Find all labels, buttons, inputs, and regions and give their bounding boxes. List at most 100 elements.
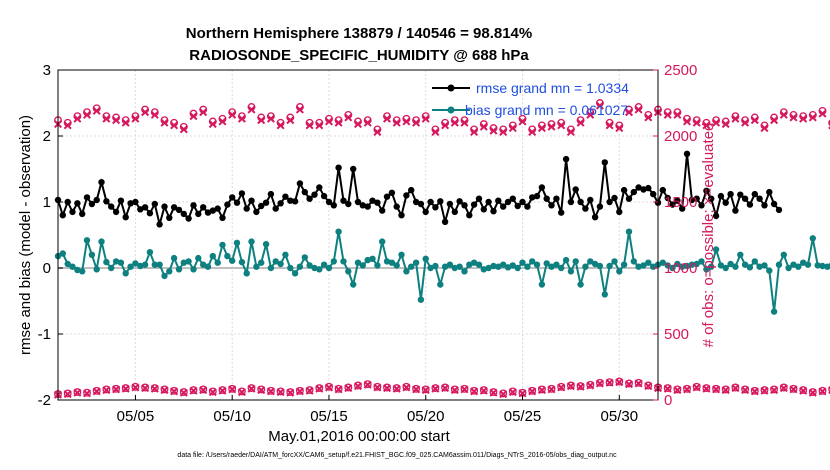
rmse-point — [74, 200, 81, 207]
obs-evaluated-marker — [189, 386, 198, 395]
bias-point — [495, 263, 502, 270]
obs-evaluated-marker — [595, 101, 604, 110]
obs-evaluated-marker — [305, 121, 314, 130]
obs-evaluated-marker — [315, 121, 324, 130]
rmse-point — [122, 214, 129, 221]
bias-point — [693, 260, 700, 268]
obs-possible-marker — [595, 378, 604, 387]
bias-point — [88, 251, 96, 258]
rmse-point — [345, 200, 352, 208]
bias-point — [635, 263, 642, 270]
obs-evaluated-marker — [692, 383, 701, 392]
obs-evaluated-marker — [624, 108, 634, 117]
rmse-point — [741, 195, 749, 202]
obs-evaluated-marker — [199, 386, 208, 395]
bias-point — [809, 235, 816, 242]
obs-evaluated-marker — [479, 122, 488, 131]
rmse-point — [108, 203, 115, 210]
obs-possible-marker — [150, 384, 159, 393]
rmse-point — [533, 192, 541, 200]
obs-possible-marker — [266, 386, 275, 395]
rmse-point — [180, 210, 187, 218]
rmse-point — [703, 187, 710, 194]
bias-point — [645, 259, 652, 266]
rmse-point — [291, 198, 299, 205]
bias-point — [398, 251, 405, 258]
bias-point — [379, 238, 386, 245]
obs-evaluated-marker — [615, 378, 624, 387]
y-right-tick-label: 1500 — [664, 194, 697, 211]
bias-point — [504, 264, 512, 271]
rmse-point — [553, 195, 560, 202]
bias-point — [146, 249, 154, 256]
obs-evaluated-marker — [102, 386, 111, 395]
obs-evaluated-marker — [673, 110, 682, 119]
obs-evaluated-marker — [237, 388, 246, 397]
bias-point — [746, 264, 754, 271]
rmse-point — [761, 202, 768, 209]
bias-point — [456, 263, 463, 270]
bias-point — [369, 255, 376, 262]
bias-point — [422, 255, 429, 262]
obs-evaluated-marker — [392, 118, 401, 127]
obs-possible-marker — [450, 385, 459, 394]
obs-possible-marker — [663, 384, 672, 393]
bias-point — [354, 259, 362, 266]
rmse-point — [364, 203, 371, 210]
rmse-point — [485, 198, 492, 206]
obs-possible-marker — [460, 384, 469, 393]
bias-point — [214, 259, 221, 266]
obs-evaluated-marker — [789, 113, 798, 122]
rmse-point — [514, 202, 521, 210]
rmse-point — [229, 194, 236, 201]
bias-point — [640, 262, 647, 269]
bias-point — [717, 262, 725, 269]
obs-evaluated-marker — [131, 383, 140, 392]
bias-point — [224, 252, 231, 260]
obs-evaluated-marker — [237, 114, 246, 123]
bias-point — [567, 268, 575, 275]
rmse-point — [456, 198, 463, 205]
bias-point — [712, 246, 720, 253]
rmse-point — [112, 208, 120, 216]
rmse-point — [616, 208, 623, 216]
obs-evaluated-marker — [92, 106, 101, 115]
obs-evaluated-marker — [663, 110, 672, 119]
rmse-point — [200, 204, 207, 211]
bias-point — [761, 262, 768, 269]
bias-point — [282, 251, 289, 258]
obs-evaluated-marker — [334, 385, 343, 394]
bias-point — [132, 260, 139, 267]
bias-point — [209, 252, 216, 260]
bias-point — [790, 261, 797, 268]
rmse-point — [59, 212, 66, 219]
rmse-point — [422, 208, 429, 216]
bias-point — [490, 262, 497, 270]
obs-evaluated-marker — [673, 386, 682, 395]
obs-evaluated-marker — [634, 379, 643, 388]
legend-bias-label: bias grand mn = 0.061027 — [465, 102, 628, 118]
legend-rmse-label: rmse grand mn = 1.0334 — [476, 80, 629, 96]
obs-evaluated-marker — [412, 118, 421, 127]
rmse-point — [98, 179, 105, 186]
obs-evaluated-marker — [644, 382, 653, 391]
obs-evaluated-marker — [112, 116, 121, 125]
obs-evaluated-marker — [528, 387, 537, 396]
obs-possible-marker — [799, 386, 808, 395]
data-file-footnote: data file: /Users/raeder/DAI/ATM_forcXX/… — [177, 452, 617, 459]
bias-point — [219, 241, 226, 249]
y-left-tick-label: 3 — [43, 62, 51, 79]
obs-evaluated-marker — [266, 387, 275, 396]
bias-point — [804, 261, 812, 268]
obs-evaluated-marker — [576, 118, 585, 127]
obs-evaluated-marker — [770, 116, 779, 125]
bias-point — [596, 262, 604, 270]
rmse-point — [611, 194, 618, 202]
obs-possible-marker — [228, 384, 237, 393]
obs-evaluated-marker — [247, 384, 256, 393]
bias-point — [287, 264, 294, 272]
obs-evaluated-marker — [276, 388, 285, 397]
bias-point — [170, 254, 178, 262]
obs-evaluated-marker — [131, 114, 140, 123]
obs-possible-marker — [179, 388, 188, 397]
